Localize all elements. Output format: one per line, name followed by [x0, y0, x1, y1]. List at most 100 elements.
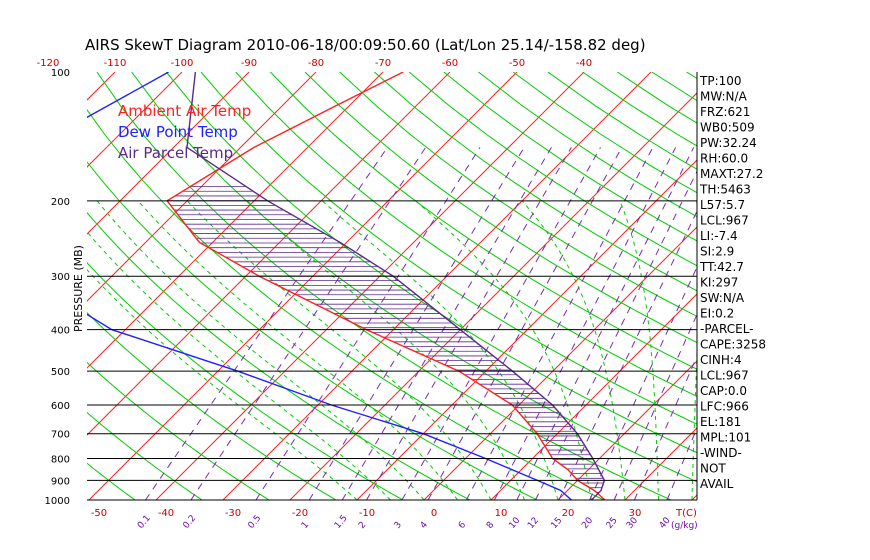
top-temp-tick-label: -110 — [104, 58, 127, 69]
index-item: MW:N/A — [700, 90, 748, 104]
index-item: MAXT:27.2 — [700, 167, 763, 181]
isotherm-line — [87, 72, 451, 436]
pressure-tick-label: 100 — [51, 68, 70, 79]
bottom-temp-tick-label: -50 — [91, 508, 107, 519]
index-item: EL:181 — [700, 415, 741, 429]
dry-adiabat-line — [0, 72, 1, 500]
isotherm-line — [87, 72, 183, 168]
mixing-ratio-tick-label: 0.5 — [247, 514, 264, 531]
top-temp-tick-label: -120 — [37, 58, 60, 69]
top-temp-tick-label: -90 — [241, 58, 257, 69]
isotherm-line — [423, 226, 697, 500]
mixing-ratio-line — [145, 147, 388, 500]
mixing-ratio-line — [341, 147, 552, 500]
mixing-ratio-line — [558, 210, 697, 500]
dry-adiabat-line — [304, 72, 697, 344]
index-item: TP:100 — [699, 74, 742, 88]
isotherm-line — [222, 72, 652, 500]
moist-adiabat-line — [321, 200, 559, 500]
mixing-ratio-unit-label: (g/kg) — [671, 521, 698, 531]
index-item: TH:5463 — [699, 183, 751, 197]
moist-adiabat-line — [186, 200, 492, 500]
pressure-tick-label: 600 — [51, 401, 70, 412]
dry-adiabat-line — [87, 361, 270, 500]
pressure-tick-label: 200 — [51, 197, 70, 208]
mixing-ratio-tick-label: 3 — [393, 520, 404, 531]
series-dew-point-temp — [87, 72, 572, 500]
dry-adiabat-line — [87, 109, 605, 500]
isotherm-line — [759, 72, 870, 500]
index-item: L57:5.7 — [700, 198, 745, 212]
legend-item: Ambient Air Temp — [118, 102, 251, 120]
moist-adiabat-line — [619, 200, 659, 500]
mixing-ratio-line — [493, 147, 677, 500]
dry-adiabat-line — [87, 311, 337, 500]
dry-adiabat-line — [200, 72, 697, 425]
temp-axis-label: T(C) — [675, 508, 697, 519]
moist-adiabat-line — [246, 200, 525, 500]
mixing-ratio-line — [255, 147, 481, 500]
isotherm-line — [155, 72, 585, 500]
mixing-ratio-tick-label: 25 — [605, 516, 620, 531]
index-item: TT:42.7 — [699, 260, 744, 274]
dry-adiabat-line — [374, 72, 697, 292]
isotherm-line — [87, 72, 250, 235]
index-item: LFC:966 — [700, 400, 749, 414]
dry-adiabat-line — [87, 462, 136, 500]
moist-adiabat-line — [96, 200, 425, 500]
top-temp-tick-label: -50 — [509, 58, 525, 69]
dry-adiabat-line — [651, 72, 697, 102]
mixing-ratio-line — [190, 147, 427, 500]
mixing-ratio-tick-label: 0.1 — [136, 514, 153, 531]
dry-adiabat-line — [270, 72, 697, 370]
legend-item: Dew Point Temp — [118, 123, 238, 141]
moist-adiabat-line — [691, 200, 697, 500]
mixing-ratio-line — [427, 147, 623, 500]
mixing-ratio-tick-label: 20 — [580, 516, 595, 531]
index-item: KI:297 — [700, 276, 738, 290]
dry-adiabat-line — [235, 72, 697, 397]
dry-adiabat-line — [339, 72, 697, 317]
isotherm-line — [0, 72, 48, 500]
top-temp-tick-label: -60 — [442, 58, 458, 69]
index-item: CINH:4 — [700, 353, 742, 367]
mixing-ratio-line — [535, 170, 697, 500]
index-item: LI:-7.4 — [700, 229, 738, 243]
top-temp-tick-label: -80 — [308, 58, 324, 69]
dry-adiabat-line — [87, 161, 538, 500]
moist-adiabat-line — [521, 200, 626, 500]
index-item: LCL:967 — [700, 369, 749, 383]
dry-adiabat-line — [408, 72, 697, 267]
bottom-temp-tick-label: -10 — [359, 508, 375, 519]
moist-adiabat-line — [87, 231, 391, 500]
mixing-ratio-line — [401, 147, 601, 500]
index-item: AVAIL — [700, 477, 734, 491]
index-item: MPL:101 — [700, 431, 751, 445]
bottom-temp-tick-label: 0 — [431, 508, 437, 519]
top-temp-tick-label: -100 — [171, 58, 194, 69]
bottom-temp-tick-label: -30 — [225, 508, 241, 519]
index-item: CAPE:3258 — [700, 338, 766, 352]
pressure-tick-label: 1000 — [45, 496, 70, 507]
top-temp-tick-label: -40 — [576, 58, 592, 69]
dry-adiabat-line — [87, 411, 203, 500]
index-item: -PARCEL- — [700, 322, 754, 336]
index-item: RH:60.0 — [700, 152, 748, 166]
legend-item: Air Parcel Temp — [118, 144, 233, 162]
bottom-temp-tick-label: 20 — [562, 508, 575, 519]
isotherm-line — [624, 427, 697, 500]
mixing-ratio-tick-label: 0.2 — [182, 514, 199, 531]
pressure-tick-label: 800 — [51, 455, 70, 466]
index-item: -WIND- — [700, 446, 742, 460]
bottom-temp-tick-label: -40 — [158, 508, 174, 519]
mixing-ratio-tick-label: 2 — [357, 520, 368, 531]
mixing-ratio-line — [465, 147, 654, 500]
index-item: LCL:967 — [700, 214, 749, 228]
isotherm-line — [356, 159, 697, 500]
index-item: EI:0.2 — [700, 307, 734, 321]
pressure-tick-label: 500 — [51, 367, 70, 378]
index-item: WB0:509 — [700, 121, 755, 135]
chart-title: AIRS SkewT Diagram 2010-06-18/00:09:50.6… — [85, 36, 646, 54]
